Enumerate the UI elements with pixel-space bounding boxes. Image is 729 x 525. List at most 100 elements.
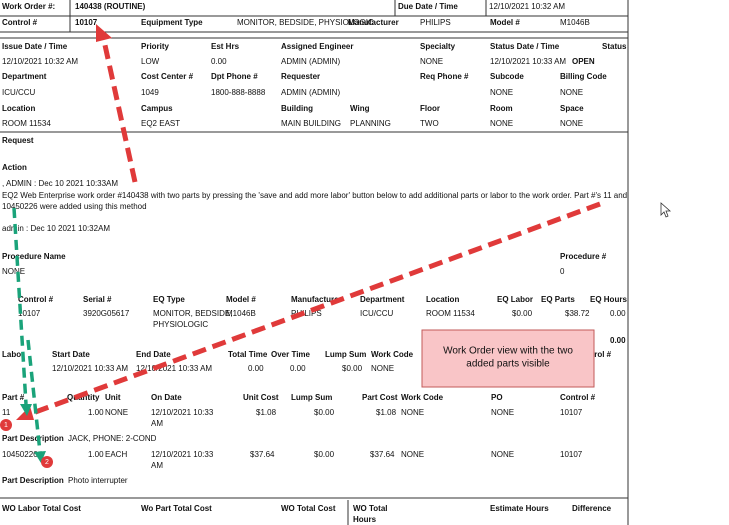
field-label: Specialty [420, 42, 456, 51]
field-value: 12/10/2021 10:33 [151, 408, 214, 417]
cursor [660, 202, 672, 218]
field-label: Model # [490, 18, 520, 27]
field-value: $0.00 [512, 309, 533, 318]
field-value: NONE [560, 119, 583, 128]
field-label: Status Date / Time [490, 42, 560, 51]
field-label: End Date [136, 350, 171, 359]
field-label: WO Labor Total Cost [2, 504, 81, 513]
field-value: 0.00 [610, 309, 626, 318]
field-label: Control # [2, 18, 38, 27]
field-label: Action [2, 163, 27, 172]
field-label: Work Order #: [2, 2, 55, 11]
field-label: Procedure Name [2, 252, 66, 261]
field-label: Manufacturer [291, 295, 342, 304]
field-label: Difference [572, 504, 612, 513]
arrow [100, 35, 138, 183]
field-label: Room [490, 104, 513, 113]
field-value: EQ2 EAST [141, 119, 180, 128]
field-value: 10107 [18, 309, 41, 318]
field-value: M1046B [226, 309, 256, 318]
field-label: Part Description [2, 434, 64, 443]
field-value: ROOM 11534 [2, 119, 51, 128]
field-label: Status [602, 42, 627, 51]
field-label: Requester [281, 72, 320, 81]
field-value: JACK, PHONE: 2-COND [68, 434, 157, 443]
badge [0, 419, 12, 431]
field-value: $0.00 [342, 364, 363, 373]
field-label: Total Time [228, 350, 268, 359]
badge [41, 456, 53, 468]
field-label: Quantity [67, 393, 100, 402]
field-label: Billing Code [560, 72, 607, 81]
field-value: PHILIPS [291, 309, 322, 318]
field-label: Location [2, 104, 35, 113]
field-label: Campus [141, 104, 173, 113]
field-value: NONE [401, 450, 424, 459]
field-label: Estimate Hours [490, 504, 549, 513]
field-label: Unit [105, 393, 121, 402]
field-label: Department [360, 295, 405, 304]
field-value: admin : Dec 10 2021 10:32AM [2, 224, 110, 233]
field-label: Floor [420, 104, 440, 113]
callout-text: Work Order view with the two [443, 346, 573, 357]
arrow-head [96, 24, 112, 42]
field-value: NONE [491, 450, 514, 459]
field-label: Part Cost [362, 393, 398, 402]
field-label: 140438 (ROUTINE) [75, 2, 146, 11]
annotations: Work Order view with the two added parts… [0, 24, 672, 468]
field-label: Req Phone # [420, 72, 469, 81]
field-label: Over Time [271, 350, 311, 359]
field-label: EQ Parts [541, 295, 575, 304]
arrow-head [20, 404, 32, 416]
field-value: NONE [491, 408, 514, 417]
field-label: Subcode [490, 72, 524, 81]
field-value: $1.08 [376, 408, 397, 417]
field-value: NONE [2, 267, 25, 276]
field-value: 12/10/2021 10:33 AM [490, 57, 566, 66]
field-value: 10107 [560, 408, 583, 417]
field-label: Lump Sum [291, 393, 332, 402]
field-label: Equipment Type [141, 18, 203, 27]
field-value: 1.00 [88, 450, 104, 459]
field-value: PHILIPS [420, 18, 451, 27]
field-label: 0.00 [610, 336, 626, 345]
field-value: NONE [401, 408, 424, 417]
field-label: Start Date [52, 350, 90, 359]
field-value: 1800-888-8888 [211, 88, 266, 97]
field-label: Due Date / Time [398, 2, 458, 11]
field-label: Building [281, 104, 313, 113]
badge-text: 2 [45, 459, 49, 466]
field-value: ADMIN (ADMIN) [281, 88, 340, 97]
field-label: EQ Type [153, 295, 185, 304]
field-value: 12/10/2021 10:33 AM [136, 364, 212, 373]
field-value: 12/10/2021 10:33 [151, 450, 214, 459]
field-value: ICU/CCU [2, 88, 36, 97]
field-label: OPEN [572, 57, 595, 66]
field-value: NONE [420, 57, 443, 66]
field-value: $0.00 [314, 408, 335, 417]
field-value: 0.00 [290, 364, 306, 373]
field-label: Unit Cost [243, 393, 279, 402]
field-value: 11 [2, 408, 11, 417]
field-label: On Date [151, 393, 182, 402]
field-label: Part # [2, 393, 25, 402]
field-label: Work Code [401, 393, 444, 402]
field-value: $1.08 [256, 408, 277, 417]
field-label: Labor [2, 350, 24, 359]
field-label: 10107 [75, 18, 98, 27]
field-value: EACH [105, 450, 127, 459]
field-label: Space [560, 104, 584, 113]
field-value: AM [151, 461, 163, 470]
field-label: Location [426, 295, 459, 304]
field-value: 0 [560, 267, 565, 276]
field-value: NONE [490, 88, 513, 97]
badge-text: 1 [4, 422, 8, 429]
field-value: ICU/CCU [360, 309, 394, 318]
field-value: AM [151, 419, 163, 428]
arrow [12, 207, 28, 405]
callout-text: added parts visible [466, 359, 550, 370]
callout-box [421, 329, 595, 388]
field-label: Manufacturer [348, 18, 399, 27]
